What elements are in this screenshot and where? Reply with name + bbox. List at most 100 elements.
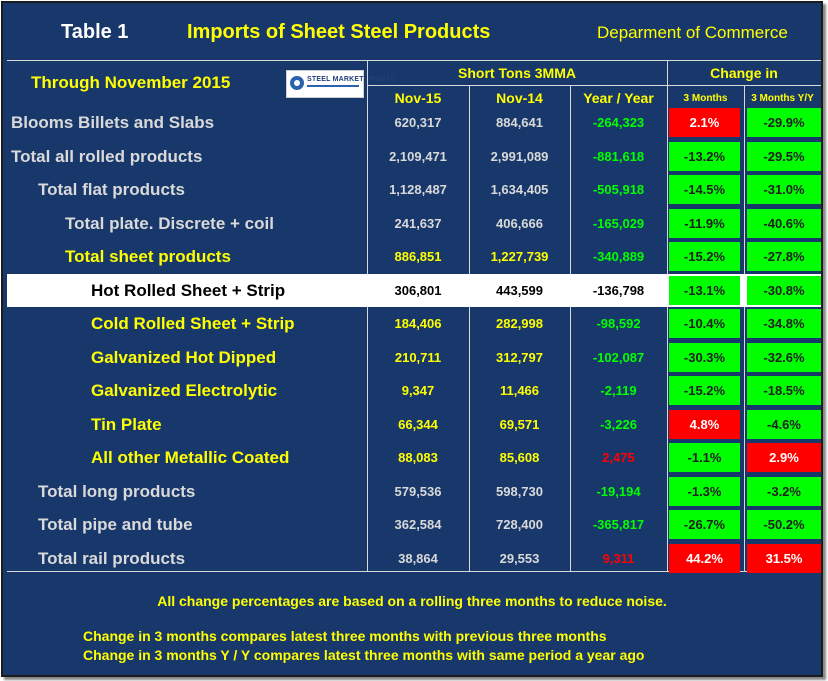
cell-3months-yy: -50.2%: [747, 510, 821, 539]
cell-nov14: 85,608: [499, 450, 540, 465]
table-row: Galvanized Electrolytic 9,347 11,466 -2,119…: [7, 374, 821, 407]
col-3months-yy-header: 3 Months Y/Y: [751, 93, 814, 104]
cell-yoy: -19,194: [596, 483, 641, 499]
cell-3months-yy: -4.6%: [747, 409, 821, 439]
cell-yoy: -102,087: [592, 349, 645, 365]
cell-yoy: -3,226: [600, 416, 637, 432]
cell-nov14: 1,634,405: [490, 182, 549, 197]
cell-nov14: 598,730: [496, 483, 543, 499]
cell-3months-yy: 31.5%: [747, 543, 821, 573]
table-row: Total all rolled products 2,109,471 2,991,…: [7, 140, 821, 173]
cell-nov14: 29,553: [499, 550, 540, 566]
cell-nov15: 88,083: [398, 450, 438, 465]
row-label: Tin Plate: [91, 414, 162, 434]
cell-nov15: 9,347: [401, 383, 435, 398]
cell-3months: -30.3%: [669, 342, 740, 372]
footnote-3months: Change in 3 months compares latest three…: [83, 628, 607, 644]
cell-nov14: 69,571: [499, 416, 540, 432]
cell-nov14: 406,666: [496, 215, 543, 231]
cell-3months: 4.8%: [669, 409, 740, 439]
cell-yoy: -98,592: [596, 316, 641, 331]
cell-nov15: 886,851: [394, 249, 442, 264]
cell-yoy: -136,798: [592, 282, 645, 298]
cell-3months: -13.1%: [669, 275, 740, 305]
change-group-header: Change in: [710, 65, 778, 81]
cell-yoy: 2,475: [602, 450, 635, 465]
cell-nov15: 66,344: [398, 416, 438, 432]
cell-yoy: -2,119: [600, 383, 637, 398]
cell-nov14: 11,466: [499, 383, 540, 398]
logo-icon: [290, 76, 304, 90]
cell-yoy: 9,311: [602, 550, 635, 566]
cell-nov15: 306,801: [394, 282, 442, 298]
table-row: Total pipe and tube 362,584 728,400 -365,81…: [7, 508, 821, 541]
table-row: Hot Rolled Sheet + Strip 306,801 443,599 -1…: [7, 273, 821, 307]
cell-3months: -11.9%: [669, 208, 740, 238]
row-label: Total rail products: [38, 548, 186, 568]
cell-nov15: 579,536: [394, 483, 442, 499]
cell-nov14: 884,641: [496, 115, 543, 130]
row-label: Galvanized Electrolytic: [91, 381, 278, 400]
col-3months-header: 3 Months: [683, 93, 728, 104]
table-row: Total long products 579,536 598,730 -19,194…: [7, 475, 821, 508]
table-row: Total sheet products 886,851 1,227,739 -340…: [7, 240, 821, 273]
cell-nov15: 184,406: [394, 316, 442, 331]
cell-3months: -14.5%: [669, 175, 740, 204]
cell-nov15: 38,864: [398, 550, 438, 566]
cell-3months: -15.2%: [669, 376, 740, 405]
cell-nov15: 1,128,487: [389, 182, 447, 197]
table-row: Total plate. Discrete + coil 241,637 406,6…: [7, 207, 821, 240]
table-row: Total rail products 38,864 29,553 9,311 44.2…: [7, 542, 821, 575]
cell-3months: -26.7%: [669, 510, 740, 539]
cell-3months-yy: -27.8%: [747, 242, 821, 271]
row-label: All other Metallic Coated: [91, 448, 290, 467]
row-label: Total plate. Discrete + coil: [65, 213, 274, 233]
cell-nov14: 1,227,739: [490, 249, 549, 264]
cell-nov15: 362,584: [394, 517, 442, 532]
cell-nov15: 2,109,471: [389, 148, 447, 164]
row-label: Blooms Billets and Slabs: [11, 113, 215, 132]
cell-nov14: 312,797: [496, 349, 543, 365]
steel-market-update-logo: STEEL MARKET UPDATE: [286, 70, 395, 98]
table-row: All other Metallic Coated 88,083 85,608 2,4…: [7, 441, 821, 474]
table-label: Table 1: [61, 21, 129, 43]
row-label: Galvanized Hot Dipped: [91, 347, 277, 367]
cell-yoy: -505,918: [592, 182, 645, 197]
row-label: Total flat products: [38, 180, 186, 199]
row-label: Total sheet products: [65, 247, 231, 266]
col-nov14-header: Nov-14: [496, 90, 543, 106]
row-label: Total pipe and tube: [38, 515, 193, 534]
cell-3months-yy: -34.8%: [747, 309, 821, 338]
cell-3months: 44.2%: [669, 543, 740, 573]
cell-nov14: 2,991,089: [490, 148, 549, 164]
cell-yoy: -365,817: [592, 517, 645, 532]
row-label: Cold Rolled Sheet + Strip: [91, 314, 295, 333]
col-yoy-header: Year / Year: [583, 90, 654, 106]
cell-yoy: -264,323: [592, 115, 645, 130]
col-nov15-header: Nov-15: [394, 90, 442, 106]
cell-3months: -13.2%: [669, 141, 740, 171]
row-label: Total long products: [38, 481, 196, 501]
cell-nov14: 728,400: [496, 517, 543, 532]
table-row: Cold Rolled Sheet + Strip 184,406 282,998 -…: [7, 307, 821, 340]
cell-3months: -10.4%: [669, 309, 740, 338]
cell-3months-yy: -3.2%: [747, 476, 821, 506]
cell-nov15: 241,637: [394, 215, 442, 231]
cell-3months-yy: -29.5%: [747, 141, 821, 171]
cell-3months: 2.1%: [669, 108, 740, 137]
cell-3months-yy: -31.0%: [747, 175, 821, 204]
page-title: Imports of Sheet Steel Products: [187, 21, 491, 43]
cell-nov15: 210,711: [394, 349, 442, 365]
table-row: Total flat products 1,128,487 1,634,405 -50…: [7, 173, 821, 206]
table-row: Galvanized Hot Dipped 210,711 312,797 -102,…: [7, 341, 821, 374]
cell-3months-yy: 2.9%: [747, 443, 821, 472]
cell-3months: -1.1%: [669, 443, 740, 472]
logo-text: STEEL MARKET UPDATE: [307, 76, 396, 83]
row-label: Hot Rolled Sheet + Strip: [91, 280, 286, 300]
cell-3months: -15.2%: [669, 242, 740, 271]
cell-3months-yy: -30.8%: [747, 275, 821, 305]
cell-3months-yy: -32.6%: [747, 342, 821, 372]
cell-3months: -1.3%: [669, 476, 740, 506]
cell-yoy: -165,029: [592, 215, 645, 231]
